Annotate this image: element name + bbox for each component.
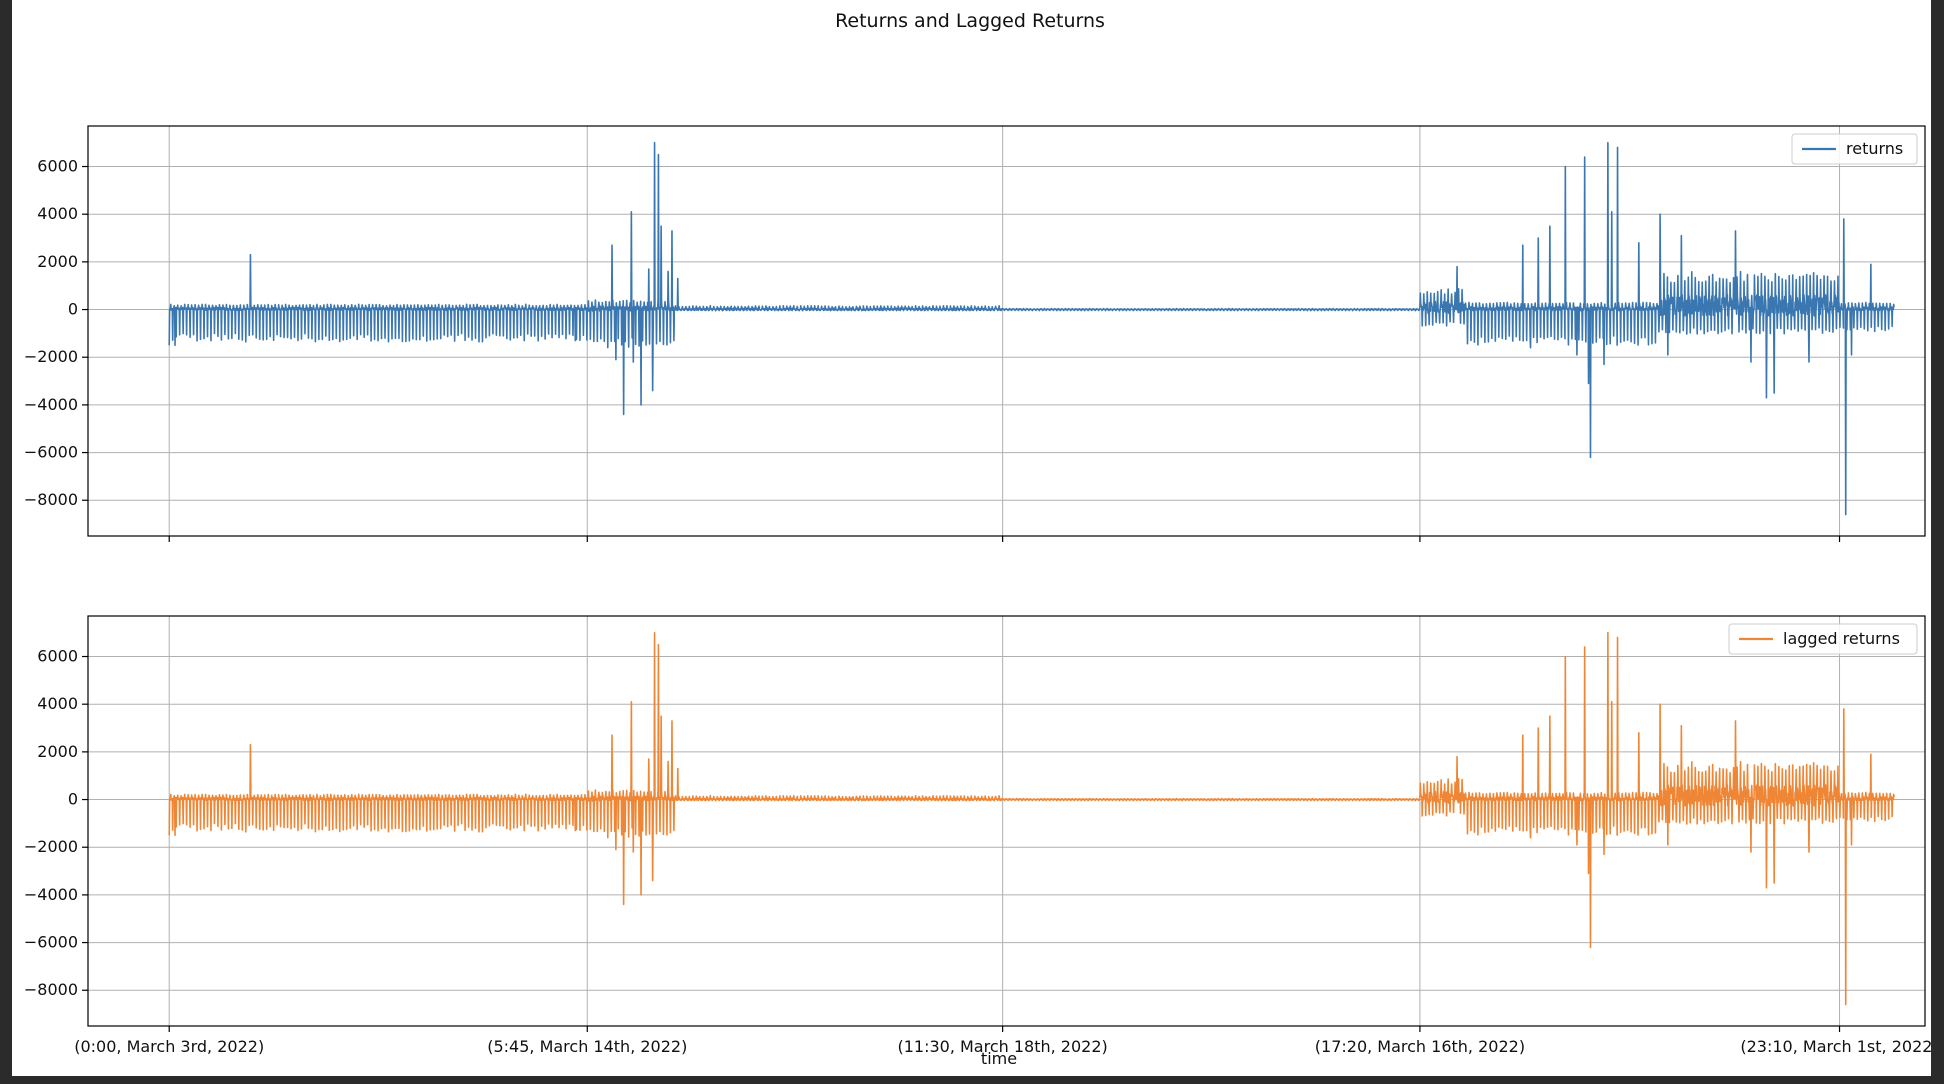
- series-line-lagged-returns: [168, 631, 1895, 1006]
- x-tick-label: (0:00, March 3rd, 2022): [74, 1037, 264, 1056]
- legend: lagged returns: [1728, 623, 1918, 655]
- y-tick-label: −2000: [24, 837, 78, 856]
- y-tick-label: −8000: [24, 980, 78, 999]
- y-tick-label: 2000: [37, 742, 78, 761]
- x-axis-label: time: [981, 1049, 1017, 1068]
- axes-frame: [87, 125, 1926, 537]
- y-tick-label: −8000: [24, 490, 78, 509]
- y-tick-label: −2000: [24, 347, 78, 366]
- legend-label: lagged returns: [1783, 629, 1900, 648]
- legend-box: [1791, 133, 1918, 165]
- y-tick-label: 6000: [37, 647, 78, 666]
- y-tick-label: 4000: [37, 204, 78, 223]
- legend: returns: [1791, 133, 1918, 165]
- x-tick-label: (5:45, March 14th, 2022): [487, 1037, 687, 1056]
- y-tick-label: 4000: [37, 694, 78, 713]
- x-tick-label: (11:30, March 18th, 2022): [897, 1037, 1107, 1056]
- figure-canvas: Returns and Lagged Returns time 6000 4000…: [24, 10, 1931, 1068]
- y-tick-label: 2000: [37, 252, 78, 271]
- y-tick-label: −6000: [24, 443, 78, 462]
- y-tick-label: 0: [68, 790, 78, 809]
- y-tick-label: −4000: [24, 395, 78, 414]
- returns-panel: 6000 4000 2000 0 −2000 −4000 −6000 −8000 returns: [24, 125, 1926, 542]
- figure-title: Returns and Lagged Returns: [835, 10, 1105, 32]
- legend-label: returns: [1846, 139, 1903, 158]
- legend-box: [1728, 623, 1918, 655]
- x-tick-label: (23:10, March 1st, 2022): [1740, 1037, 1931, 1056]
- y-tick-label: 0: [68, 300, 78, 319]
- series-line-returns: [168, 141, 1895, 516]
- axes-frame: [87, 615, 1926, 1027]
- lagged-returns-panel: (0:00, March 3rd, 2022) (5:45, March 14th…: [24, 615, 1931, 1056]
- y-tick-label: −4000: [24, 885, 78, 904]
- y-tick-label: 6000: [37, 157, 78, 176]
- x-tick-label: (17:20, March 16th, 2022): [1315, 1037, 1525, 1056]
- y-tick-label: −6000: [24, 933, 78, 952]
- figure-frame: Returns and Lagged Returns time 6000 4000…: [12, 0, 1931, 1076]
